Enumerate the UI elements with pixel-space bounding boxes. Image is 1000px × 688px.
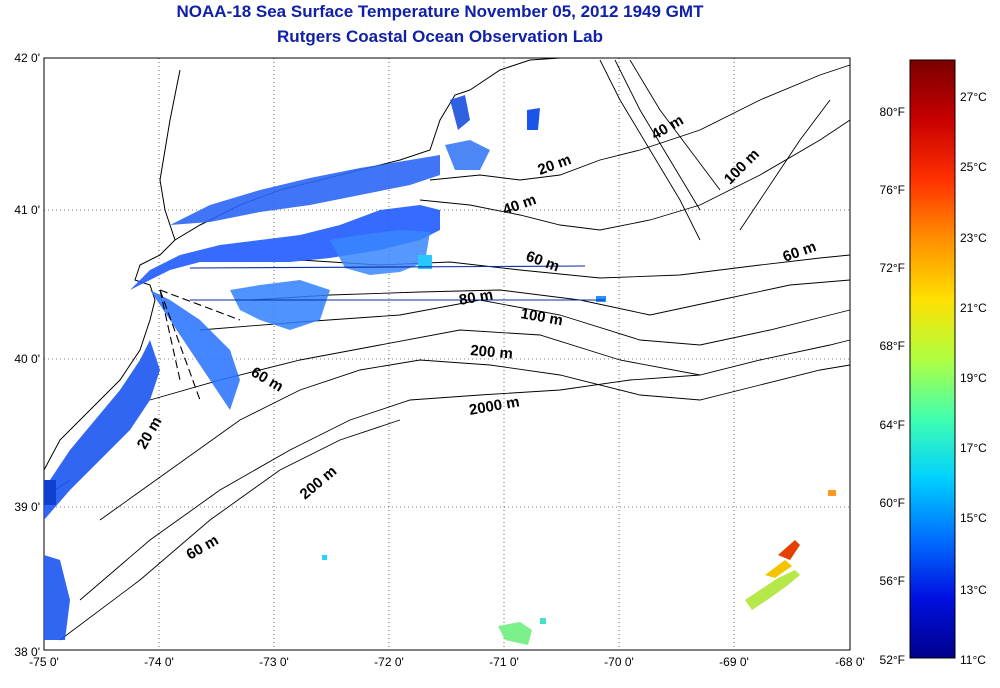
ship-tracks: [159, 265, 605, 401]
celsius-label: 13°C: [960, 583, 987, 597]
longitude-label: -73 0': [259, 655, 289, 669]
map-title: NOAA-18 Sea Surface Temperature November…: [176, 2, 704, 21]
celsius-label: 25°C: [960, 160, 987, 174]
latitude-label: 38 0': [14, 645, 40, 659]
fahrenheit-label: 64°F: [880, 418, 905, 432]
fahrenheit-label: 56°F: [880, 574, 905, 588]
celsius-label: 21°C: [960, 301, 987, 315]
latitude-label: 40 0': [14, 352, 40, 366]
celsius-label: 23°C: [960, 231, 987, 245]
fahrenheit-label: 60°F: [880, 496, 905, 510]
sst-observations: [44, 95, 606, 640]
fahrenheit-label: 68°F: [880, 339, 905, 353]
celsius-label: 11°C: [960, 653, 986, 667]
celsius-label: 15°C: [960, 511, 987, 525]
longitude-label: -68 0': [835, 655, 865, 669]
contour-label: 200 m: [470, 342, 514, 363]
colorbar-fahrenheit-labels: 80°F 76°F 72°F 68°F 64°F 60°F 56°F 52°F: [880, 105, 905, 667]
fahrenheit-label: 72°F: [880, 261, 905, 275]
colorbar: [909, 59, 956, 659]
longitude-label: -71 0': [489, 655, 519, 669]
celsius-label: 19°C: [960, 371, 987, 385]
longitude-label: -70 0': [604, 655, 634, 669]
longitude-label: -74 0': [144, 655, 174, 669]
contour-label: 80 m: [458, 286, 495, 309]
fahrenheit-label: 80°F: [880, 105, 905, 119]
fahrenheit-label: 76°F: [880, 183, 905, 197]
longitude-label: -69 0': [719, 655, 749, 669]
fahrenheit-label: 52°F: [880, 653, 905, 667]
celsius-label: 17°C: [960, 441, 987, 455]
map-frame: [43, 57, 851, 651]
latitude-label: 39 0': [14, 500, 40, 514]
longitude-label: -75 0': [29, 655, 59, 669]
warm-water-patch: [322, 490, 836, 645]
latitude-label: 42 0': [14, 51, 40, 65]
longitude-label: -72 0': [374, 655, 404, 669]
bathymetry-contours: [59, 59, 851, 641]
colorbar-celsius-labels: 27°C 25°C 23°C 21°C 19°C 17°C 15°C 13°C 11°C: [960, 90, 987, 667]
celsius-label: 27°C: [960, 90, 987, 104]
gridlines: [44, 58, 850, 650]
latitude-label: 41 0': [14, 203, 40, 217]
longitude-labels: -75 0' -74 0' -73 0' -72 0' -71 0' -70 0' -69 …: [29, 655, 865, 669]
map-subtitle: Rutgers Coastal Ocean Observation Lab: [277, 27, 603, 46]
latitude-labels: 42 0' 41 0' 40 0' 39 0' 38 0': [14, 51, 40, 659]
